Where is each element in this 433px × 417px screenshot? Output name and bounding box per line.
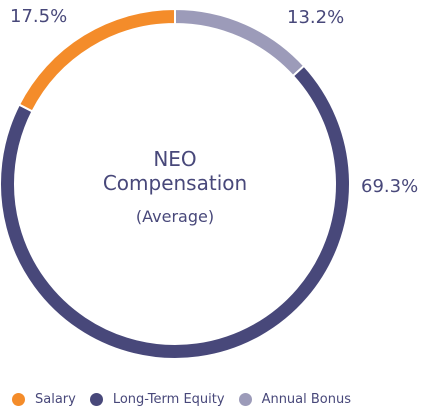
legend: Salary Long-Term Equity Annual Bonus xyxy=(12,392,365,407)
center-title: NEO Compensation xyxy=(100,147,250,195)
label-long-term-equity: 69.3% xyxy=(361,176,419,197)
legend-label-long-term-equity: Long-Term Equity xyxy=(112,392,225,407)
legend-label-annual-bonus: Annual Bonus xyxy=(261,392,352,407)
slice-salary xyxy=(17,7,176,113)
legend-swatch-salary xyxy=(12,393,25,406)
label-annual-bonus: 13.2% xyxy=(287,7,345,28)
center-title-line-1: NEO xyxy=(153,147,197,171)
legend-item-annual-bonus: Annual Bonus xyxy=(238,392,352,407)
label-salary: 17.5% xyxy=(10,6,68,27)
slice-annual-bonus xyxy=(174,7,306,78)
legend-swatch-long-term-equity xyxy=(89,393,103,406)
legend-swatch-annual-bonus xyxy=(238,393,252,406)
legend-item-long-term-equity: Long-Term Equity xyxy=(89,392,225,407)
legend-item-salary: Salary xyxy=(12,392,76,407)
center-subtitle: (Average) xyxy=(135,207,215,226)
center-title-line-2: Compensation xyxy=(102,171,248,195)
donut-slices xyxy=(0,7,351,360)
legend-label-salary: Salary xyxy=(35,392,76,407)
